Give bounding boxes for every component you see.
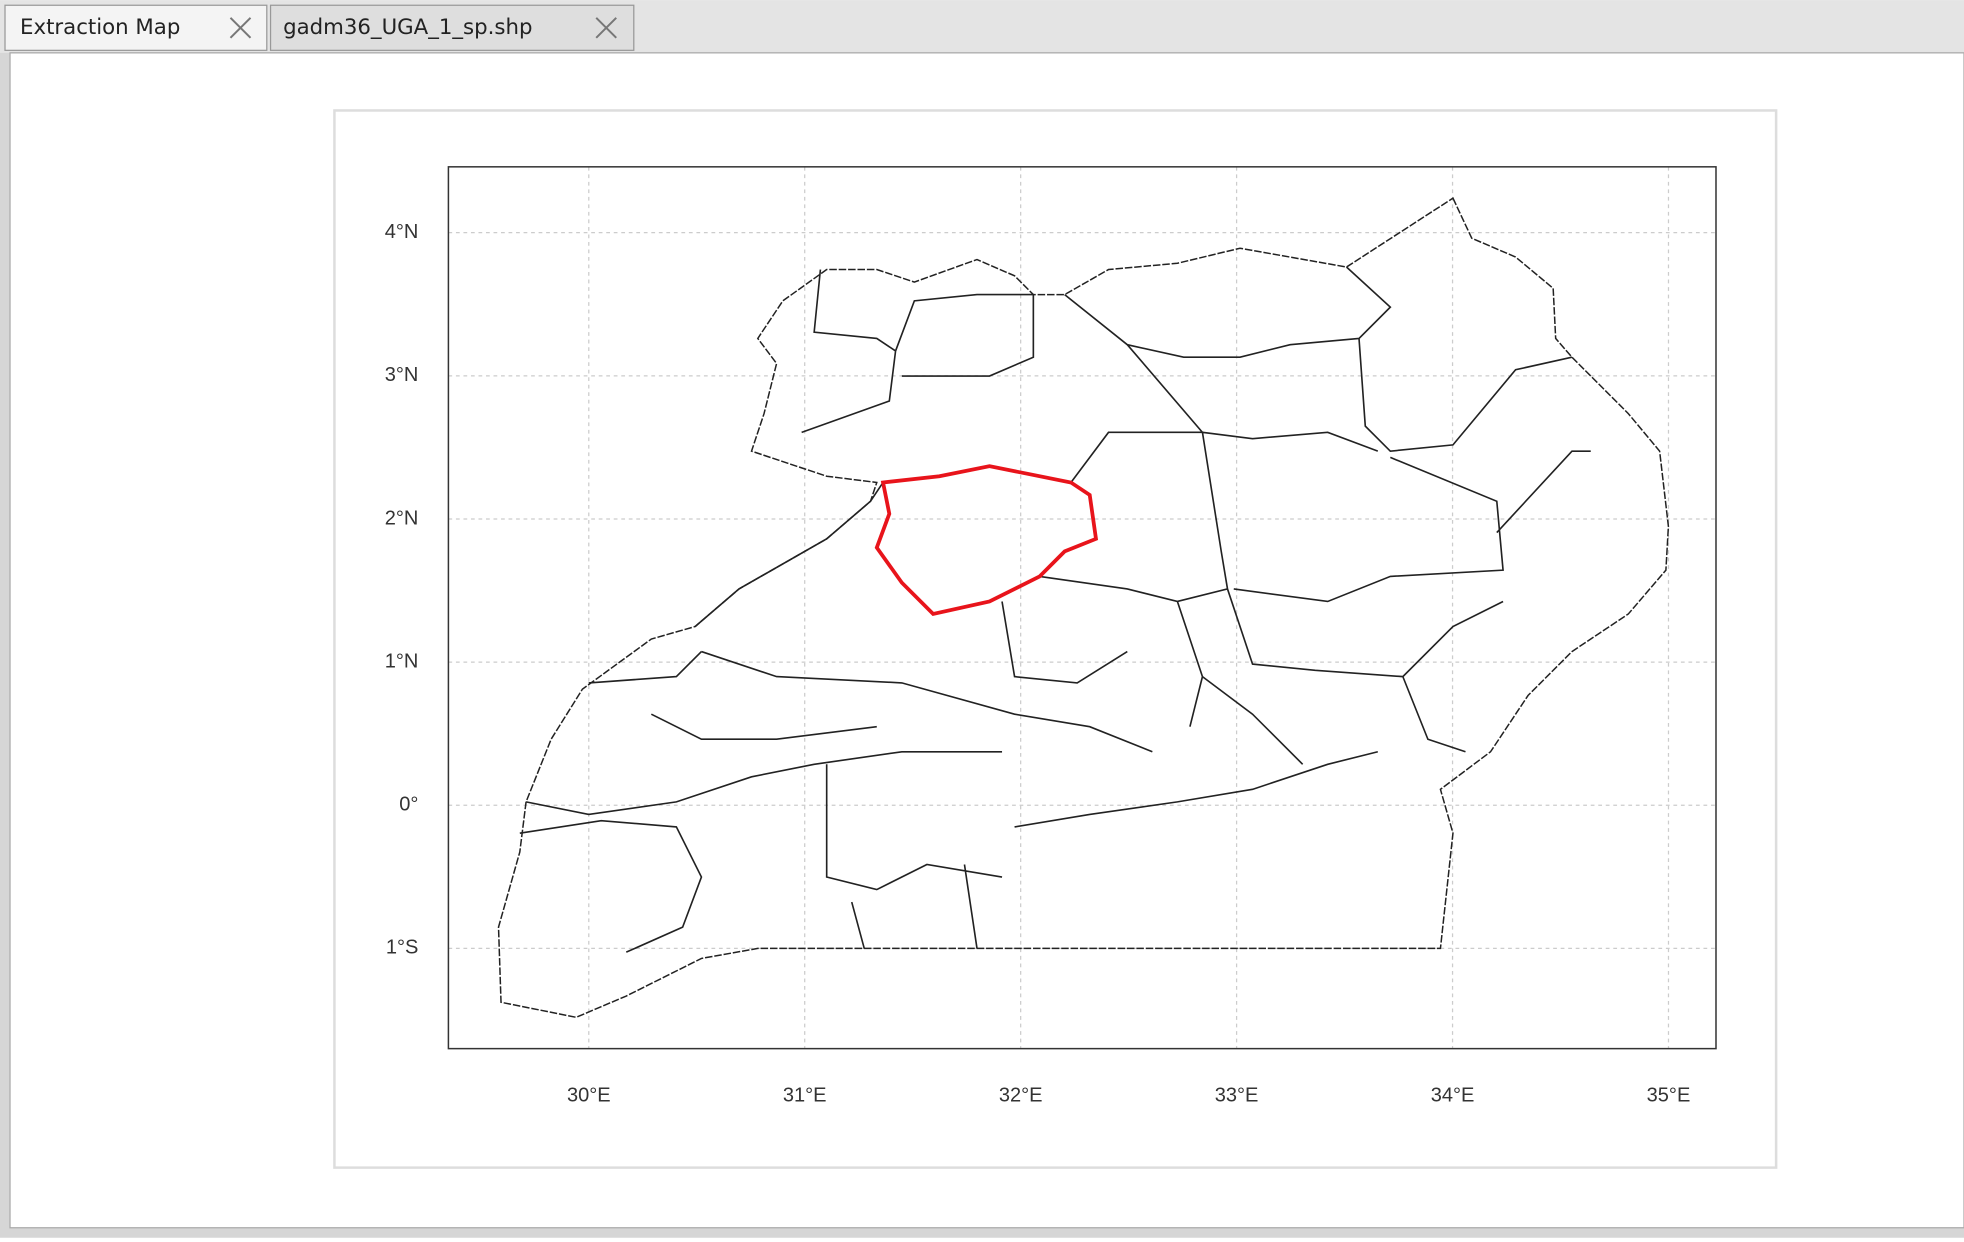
y-tick-label: 3°N (385, 364, 419, 386)
plot-panel (333, 109, 1778, 1169)
y-tick-label: 1°N (385, 650, 419, 672)
x-tick-label: 35°E (1647, 1085, 1691, 1107)
y-tick-label: 0° (399, 794, 418, 816)
x-tick-label: 32°E (999, 1085, 1043, 1107)
x-tick-label: 33°E (1215, 1085, 1259, 1107)
tab-close[interactable] (595, 17, 617, 39)
y-tick-label: 4°N (385, 221, 419, 243)
x-tick-label: 30°E (567, 1085, 611, 1107)
x-tick-label: 34°E (1431, 1085, 1475, 1107)
tab[interactable] (269, 4, 635, 51)
tab[interactable] (4, 4, 268, 51)
y-tick-label: 2°N (385, 507, 419, 529)
tab-close[interactable] (229, 17, 252, 39)
tab-label[interactable]: gadm36_UGA_1_sp.shp (283, 15, 532, 40)
x-tick-label: 31°E (783, 1085, 827, 1107)
plot-frame (447, 166, 1717, 1050)
y-tick-label: 1°S (386, 937, 419, 959)
region-border (519, 266, 1591, 953)
country-border (497, 197, 1670, 1019)
tab-label[interactable]: Extraction Map (20, 15, 180, 40)
uganda-map (497, 197, 1670, 1019)
selected-region (874, 464, 1099, 617)
